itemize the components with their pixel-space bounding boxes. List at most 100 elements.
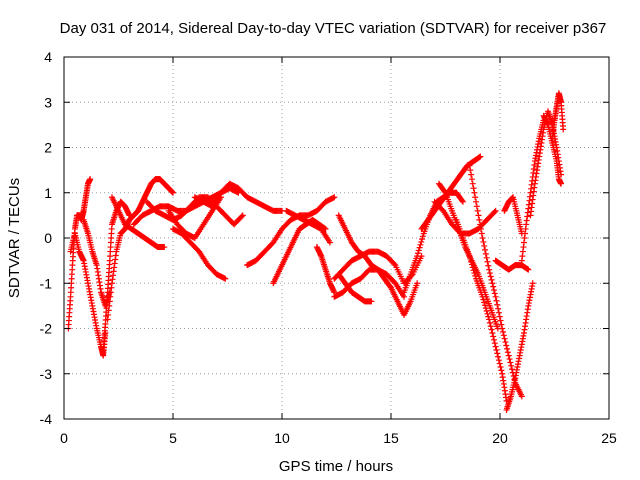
data-point [419,236,426,243]
data-point [504,345,511,352]
data-point [508,362,515,369]
data-point [491,336,498,343]
y-tick-label: -1 [40,275,53,291]
data-point [487,323,494,330]
data-marks [65,90,567,413]
y-tick-label: 3 [44,94,52,110]
data-point [495,309,502,316]
series-arc20 [401,189,466,296]
data-point [499,325,506,332]
data-point [483,254,490,261]
data-point [489,280,496,287]
series-arc27 [503,280,536,413]
data-point [476,216,483,223]
data-point [469,264,476,271]
series-arc11 [191,180,285,214]
data-point [415,247,422,254]
data-point [481,299,488,306]
data-point [488,276,495,283]
data-point [493,297,500,304]
data-point [529,280,536,287]
data-point [459,197,466,204]
data-point [491,287,498,294]
data-point [488,326,495,333]
x-tick-label: 15 [383,430,399,446]
data-point [500,332,507,339]
data-point [482,302,489,309]
axis-ticks: 0 5 10 15 20 25 -4 -3 -2 -1 0 1 2 3 4 [40,49,617,446]
data-point [466,253,473,260]
y-tick-label: 0 [44,230,52,246]
data-point [504,349,511,356]
data-point [477,153,484,160]
x-tick-label: 10 [274,430,290,446]
data-point [497,363,504,370]
data-point [473,198,480,205]
chart-title: Day 031 of 2014, Sidereal Day-to-day VTE… [60,20,607,37]
data-point [480,238,487,245]
data-point [499,328,506,335]
data-point [471,270,478,277]
data-point [485,313,492,320]
data-point [414,250,421,257]
series-arc18 [331,266,408,300]
data-point [469,180,476,187]
data-point [494,301,501,308]
data-point [419,233,426,240]
data-point [486,319,493,326]
data-point [484,258,491,265]
data-point [468,258,475,265]
data-point [477,225,484,232]
data-point [483,307,490,314]
series-arc19 [335,271,375,305]
data-point [492,343,499,350]
x-tick-label: 20 [492,430,508,446]
data-point [482,250,489,257]
data-point [487,273,494,280]
data-point [441,188,448,195]
data-point [484,310,491,317]
grid [64,57,609,419]
data-point [478,230,485,237]
y-tick-label: -4 [40,411,53,427]
data-point [485,262,492,269]
series-arc15 [313,244,338,296]
y-axis-label: SDTVAR / TECUs [6,178,23,298]
data-point [472,272,479,279]
data-point [414,253,421,260]
data-point [418,238,425,245]
data-point [161,244,168,251]
data-point [480,296,487,303]
data-point [170,189,176,196]
data-point [507,359,514,366]
data-point [486,270,493,277]
data-point [471,189,478,196]
data-point [474,207,481,214]
data-point [486,266,493,273]
data-point [472,194,479,201]
data-point [486,316,493,323]
data-point [468,171,475,178]
data-point [489,330,496,337]
data-point [459,198,466,205]
data-point [501,335,508,342]
y-tick-label: -3 [40,366,53,382]
data-point [417,241,424,248]
x-tick-label: 25 [601,430,617,446]
data-point [414,280,421,287]
data-point [238,213,245,220]
y-tick-label: 4 [44,49,52,65]
series-arc16 [335,212,421,318]
series-arc14 [283,207,333,246]
data-point [493,346,500,353]
data-point [466,162,473,169]
y-tick-label: 1 [44,185,52,201]
data-point [518,393,525,400]
data-point [502,339,509,346]
data-point [467,167,474,174]
data-point [473,203,480,210]
data-point [326,239,333,246]
data-point [479,235,486,241]
y-tick-label: -2 [40,321,53,337]
series-arc26 [492,257,532,273]
